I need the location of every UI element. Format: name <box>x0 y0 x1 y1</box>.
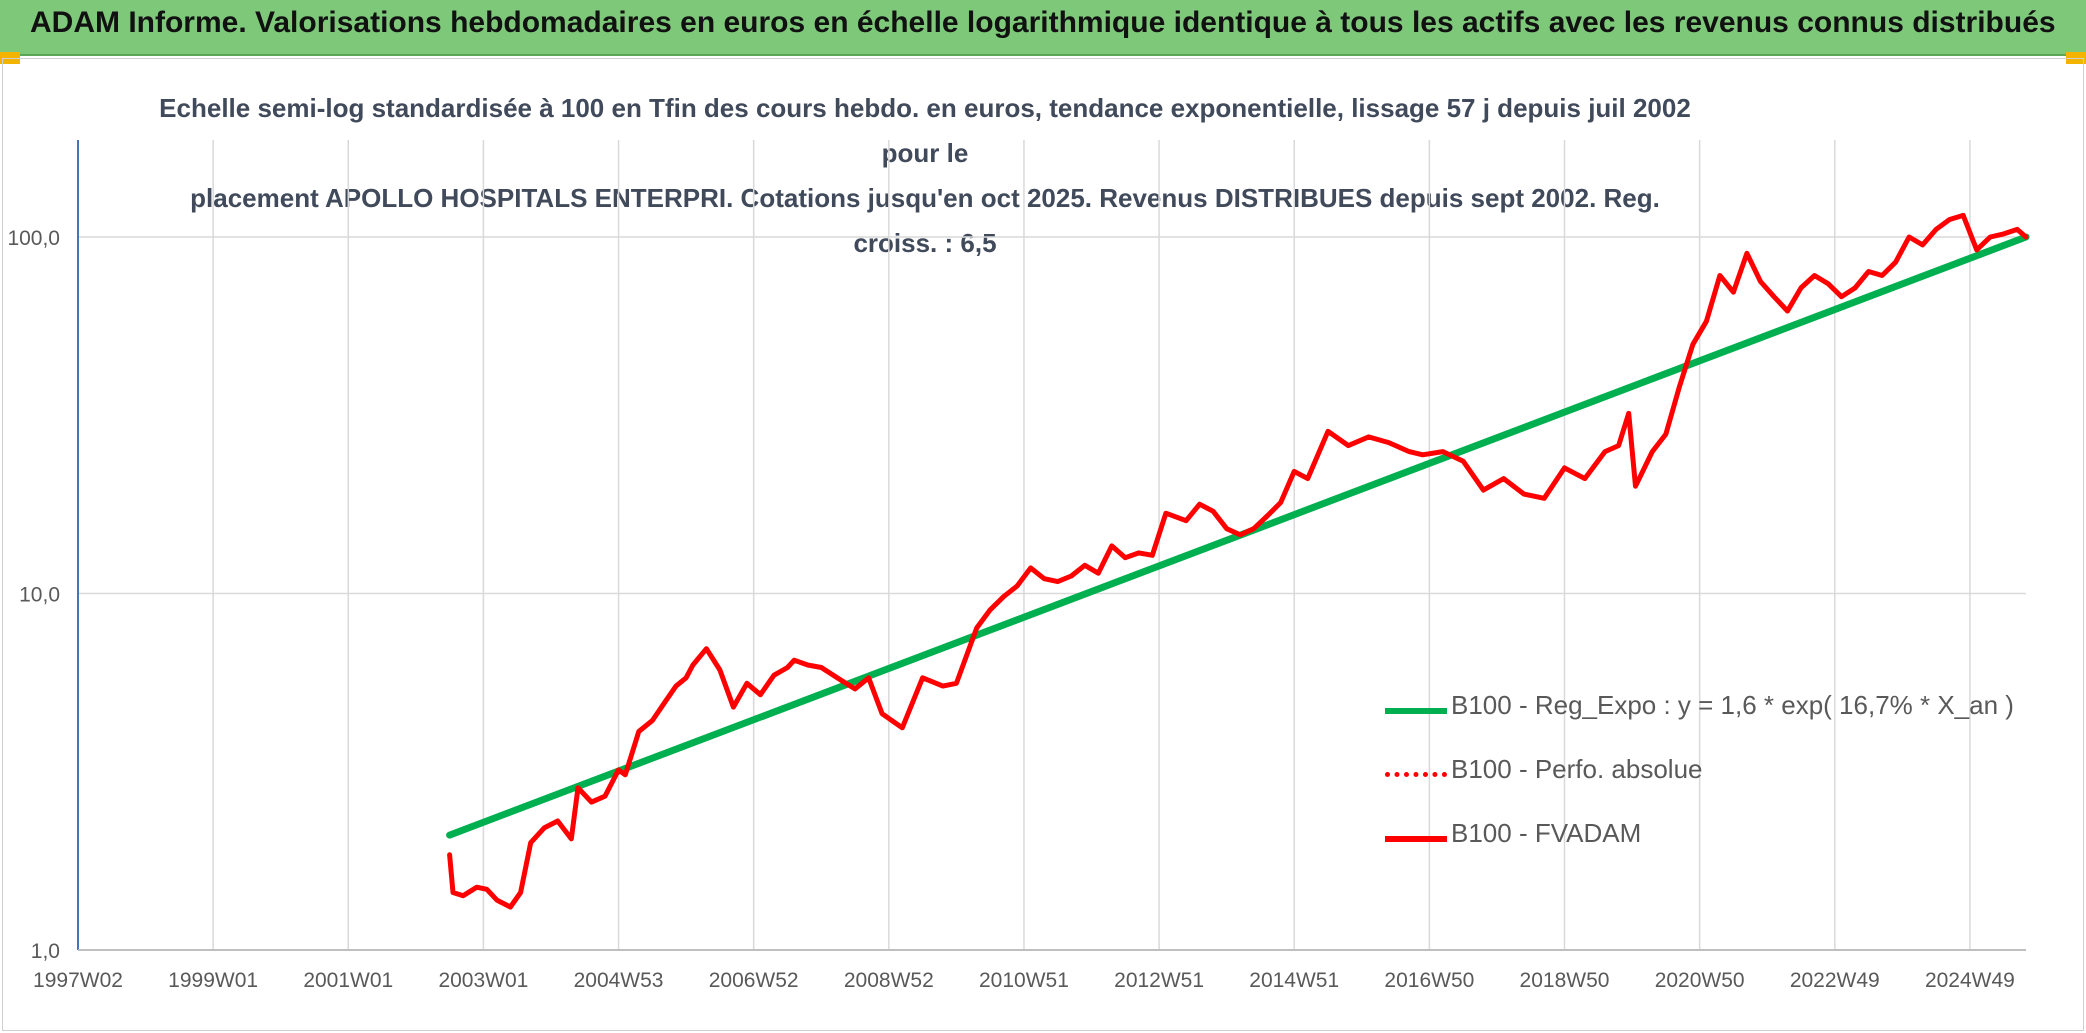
y-tick-label: 10,0 <box>19 584 60 607</box>
x-tick-label: 2004W53 <box>574 969 664 992</box>
x-tick-label: 2020W50 <box>1655 969 1745 992</box>
x-tick-label: 1997W02 <box>33 969 123 992</box>
legend-swatch-perfo-absolue <box>1385 772 1447 777</box>
legend-label-fvadam: B100 - FVADAM <box>1451 818 1642 848</box>
x-tick-label: 2014W51 <box>1249 969 1339 992</box>
x-tick-label: 2006W52 <box>709 969 799 992</box>
report-title: ADAM Informe. Valorisations hebdomadaire… <box>30 6 2056 39</box>
x-tick-label: 2012W51 <box>1114 969 1204 992</box>
x-tick-label: 2003W01 <box>438 969 528 992</box>
x-tick-label: 1999W01 <box>168 969 258 992</box>
legend-label-reg-expo: B100 - Reg_Expo : y = 1,6 * exp( 16,7% *… <box>1451 690 2014 720</box>
x-tick-label: 2024W49 <box>1925 969 2015 992</box>
x-tick-label: 2010W51 <box>979 969 1069 992</box>
series-fvadam <box>447 212 2029 910</box>
title-banner: ADAM Informe. Valorisations hebdomadaire… <box>0 0 2086 56</box>
legend-swatch-fvadam <box>1385 836 1447 842</box>
x-tick-label: 2022W49 <box>1790 969 1880 992</box>
y-tick-label: 100,0 <box>7 227 60 250</box>
legend-label-perfo-absolue: B100 - Perfo. absolue <box>1451 754 1703 784</box>
x-tick-label: 2018W50 <box>1520 969 1610 992</box>
chart-title-line-2: placement APOLLO HOSPITALS ENTERPRI. Cot… <box>190 183 1660 258</box>
y-tick-label: 1,0 <box>31 940 60 963</box>
chart-title-line-1: Echelle semi-log standardisée à 100 en T… <box>159 93 1691 168</box>
x-tick-label: 2001W01 <box>303 969 393 992</box>
chart-frame <box>2 58 2084 1031</box>
x-tick-label: 2016W50 <box>1384 969 1474 992</box>
chart-title: Echelle semi-log standardisée à 100 en T… <box>150 86 1700 266</box>
x-tick-label: 2008W52 <box>844 969 934 992</box>
legend-swatch-reg-expo <box>1385 708 1447 714</box>
